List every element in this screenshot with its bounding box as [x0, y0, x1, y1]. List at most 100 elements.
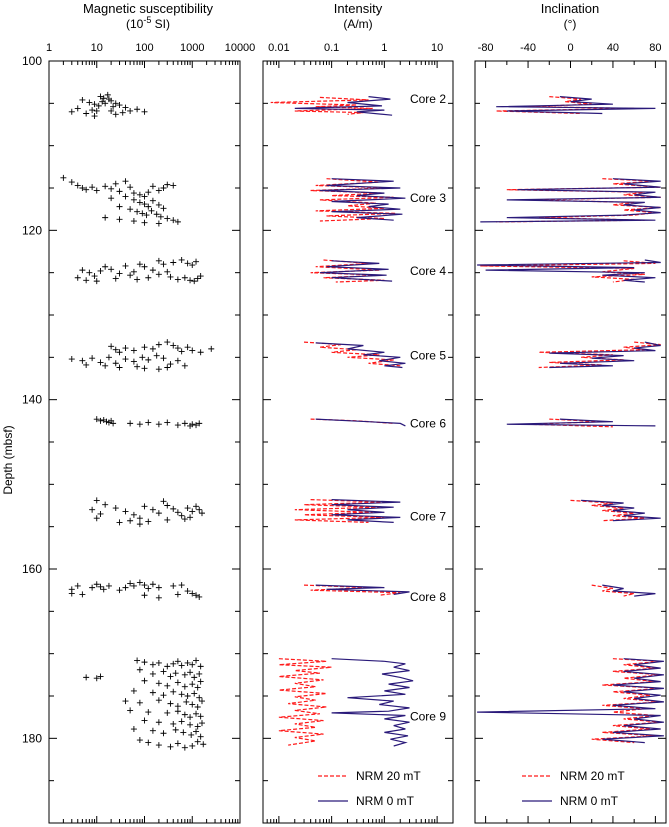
susceptibility-point	[189, 681, 196, 688]
nrm20-series-line	[278, 658, 332, 746]
susceptibility-point	[160, 185, 167, 191]
susceptibility-point	[116, 349, 123, 356]
susceptibility-point	[89, 184, 96, 191]
susceptibility-point	[178, 691, 185, 698]
susceptibility-point	[155, 421, 162, 428]
susceptibility-point	[187, 721, 194, 728]
x-tick-label: 10000	[225, 42, 256, 54]
susceptibility-point	[119, 109, 126, 116]
susceptibility-point	[187, 514, 194, 521]
susceptibility-point	[178, 718, 185, 725]
susceptibility-point	[68, 356, 75, 363]
susceptibility-point	[170, 688, 177, 695]
susceptibility-point	[145, 585, 152, 592]
susceptibility-point	[174, 658, 181, 665]
susceptibility-point	[112, 111, 119, 118]
susceptibility-point	[91, 273, 98, 280]
x-tick-label: 1000	[180, 42, 204, 54]
susceptibility-point	[174, 357, 181, 364]
susceptibility-point	[194, 704, 201, 711]
susceptibility-point	[149, 689, 156, 696]
susceptibility-point	[127, 206, 134, 213]
susceptibility-point	[79, 357, 86, 364]
susceptibility-point	[134, 657, 141, 664]
nrm0-series-line	[496, 96, 656, 115]
susceptibility-point	[149, 661, 156, 668]
susceptibility-point	[116, 519, 123, 526]
nrm20-series-line	[591, 584, 635, 597]
inclination-unit: (°)	[564, 17, 577, 31]
nrm0-series-line	[581, 499, 661, 522]
susceptibility-point	[189, 742, 196, 749]
susceptibility-point	[170, 182, 177, 189]
susceptibility-point	[160, 668, 167, 675]
susceptibility-point	[145, 709, 152, 716]
susceptibility-point	[155, 510, 162, 517]
susceptibility-point	[97, 673, 104, 680]
susceptibility-point	[136, 515, 143, 522]
susceptibility-point	[83, 277, 90, 284]
y-tick-label: 160	[22, 562, 42, 576]
core-label: Core 6	[410, 416, 446, 430]
susceptibility-point	[136, 699, 143, 706]
susceptibility-unit-suffix: SI)	[151, 17, 170, 31]
legend-nrm0-label: NRM 0 mT	[356, 794, 415, 808]
susceptibility-point	[102, 100, 109, 107]
susceptibility-point	[174, 345, 181, 352]
core-label: Core 5	[410, 349, 446, 363]
susceptibility-point	[153, 211, 160, 218]
x-tick-label: 0.1	[324, 42, 339, 54]
susceptibility-point	[79, 267, 86, 274]
susceptibility-point	[122, 193, 129, 200]
susceptibility-point	[83, 674, 90, 681]
susceptibility-point	[116, 587, 123, 594]
nrm0-series-line	[549, 341, 661, 369]
susceptibility-point	[181, 274, 188, 281]
susceptibility-point	[108, 343, 115, 350]
susceptibility-point	[134, 363, 141, 370]
susceptibility-point	[164, 709, 171, 716]
susceptibility-point	[68, 179, 75, 186]
susceptibility-point	[193, 728, 200, 735]
x-tick-label: 0.01	[268, 42, 289, 54]
susceptibility-point	[164, 215, 171, 222]
susceptibility-point	[79, 185, 86, 191]
susceptibility-point	[155, 341, 162, 348]
susceptibility-point	[149, 183, 156, 190]
susceptibility-point	[196, 670, 203, 677]
susceptibility-point	[108, 266, 115, 273]
susceptibility-point	[112, 346, 119, 353]
susceptibility-point	[136, 579, 143, 586]
susceptibility-point	[93, 675, 100, 682]
susceptibility-point	[86, 99, 93, 106]
susceptibility-point	[97, 583, 104, 590]
susceptibility-point	[184, 588, 191, 595]
susceptibility-point	[189, 347, 196, 354]
susceptibility-point	[134, 106, 141, 113]
susceptibility-point	[93, 278, 100, 285]
susceptibility-point	[164, 419, 171, 426]
susceptibility-point	[155, 659, 162, 666]
susceptibility-point	[122, 178, 129, 185]
susceptibility-point	[155, 201, 162, 208]
y-tick-label: 100	[22, 54, 42, 68]
core-label: Core 2	[410, 92, 446, 106]
susceptibility-point	[167, 273, 174, 280]
susceptibility-point	[189, 590, 196, 597]
susceptibility-point	[93, 497, 100, 504]
susceptibility-point	[155, 742, 162, 749]
susceptibility-point	[164, 364, 171, 371]
susceptibility-point	[174, 703, 181, 710]
susceptibility-point	[167, 361, 174, 368]
susceptibility-point	[136, 421, 143, 428]
susceptibility-point	[197, 678, 204, 685]
susceptibility-point	[160, 692, 167, 699]
susceptibility-point	[149, 345, 156, 352]
susceptibility-point	[197, 713, 204, 720]
susceptibility-point	[122, 698, 129, 705]
susceptibility-point	[122, 262, 129, 269]
susceptibility-point	[164, 268, 171, 275]
susceptibility-point	[127, 580, 134, 587]
nrm20-series-line	[310, 178, 396, 222]
susceptibility-point	[208, 345, 215, 352]
